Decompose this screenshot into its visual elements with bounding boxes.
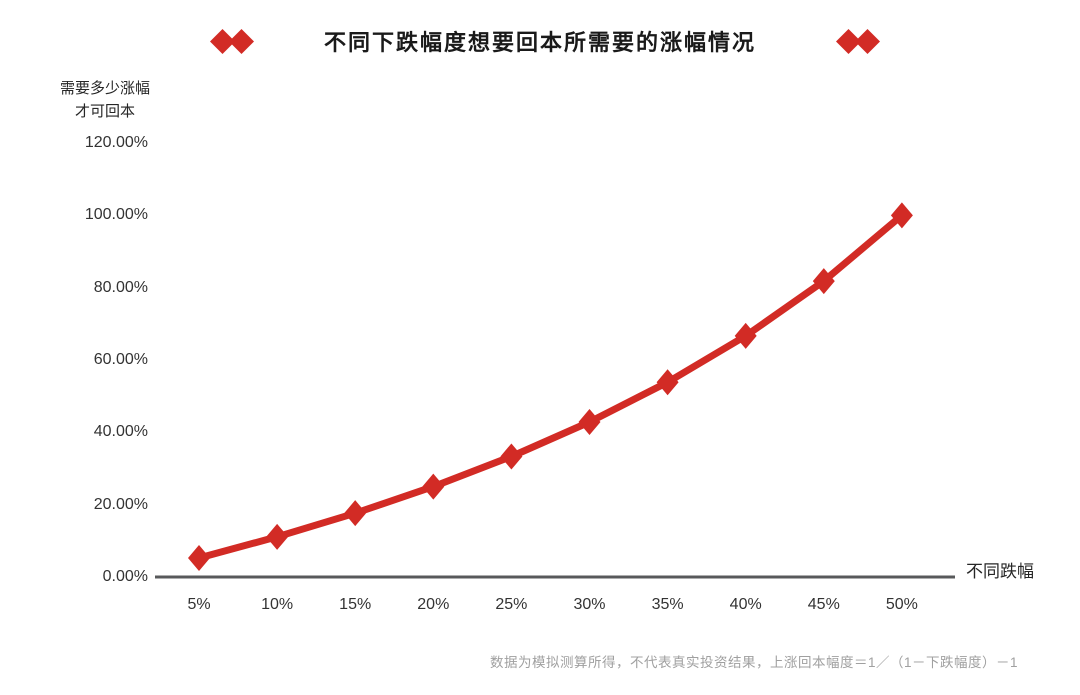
data-point-diamond-marker <box>344 500 367 527</box>
x-tick-label: 35% <box>651 596 684 613</box>
y-axis-title-line2: 才可回本 <box>74 103 135 120</box>
y-axis-title: 需要多少涨幅 才可回本 <box>38 77 172 123</box>
y-tick-label: 120.00% <box>84 134 148 151</box>
x-tick-label: 45% <box>807 596 840 613</box>
y-tick-label: 100.00% <box>84 206 148 224</box>
data-point-diamond-marker <box>422 473 445 500</box>
data-point-diamond-marker <box>578 408 601 435</box>
y-tick-label: 0.00% <box>102 568 148 585</box>
y-tick-label: 40.00% <box>93 423 148 441</box>
x-tick-label: 5% <box>187 596 211 613</box>
page-title: 不同下跌幅度想要回本所需要的涨幅情况 <box>323 30 756 55</box>
x-axis-title: 不同跌幅 <box>966 562 1034 581</box>
x-tick-label: 50% <box>885 596 918 613</box>
x-tick-label: 15% <box>339 596 372 613</box>
x-tick-label: 10% <box>261 596 294 613</box>
footer-note: 数据为模拟测算所得，不代表真实投资结果，上涨回本幅度＝1／（1－下跌幅度）－1 <box>489 655 1018 670</box>
double-diamond-icon <box>836 29 880 54</box>
title-row: 不同下跌幅度想要回本所需要的涨幅情况 <box>0 28 1080 58</box>
y-tick-label: 80.00% <box>93 278 148 296</box>
series-line <box>195 211 906 562</box>
data-point-diamond-marker <box>812 268 835 295</box>
double-diamond-icon <box>210 29 254 54</box>
y-tick-label: 20.00% <box>93 495 148 513</box>
data-point-diamond-marker <box>656 369 679 396</box>
x-tick-label: 40% <box>729 596 762 613</box>
data-point-diamond-marker <box>188 544 210 571</box>
data-point-diamond-marker <box>266 523 289 550</box>
y-tick-label: 60.00% <box>93 351 148 368</box>
data-point-diamond-marker <box>890 202 913 229</box>
x-tick-label: 20% <box>417 596 450 613</box>
x-tick-label: 30% <box>573 596 606 613</box>
data-point-diamond-marker <box>734 322 757 349</box>
y-axis-title-line1: 需要多少涨幅 <box>59 80 150 97</box>
x-tick-label: 25% <box>495 596 528 613</box>
data-point-diamond-marker <box>500 443 523 470</box>
